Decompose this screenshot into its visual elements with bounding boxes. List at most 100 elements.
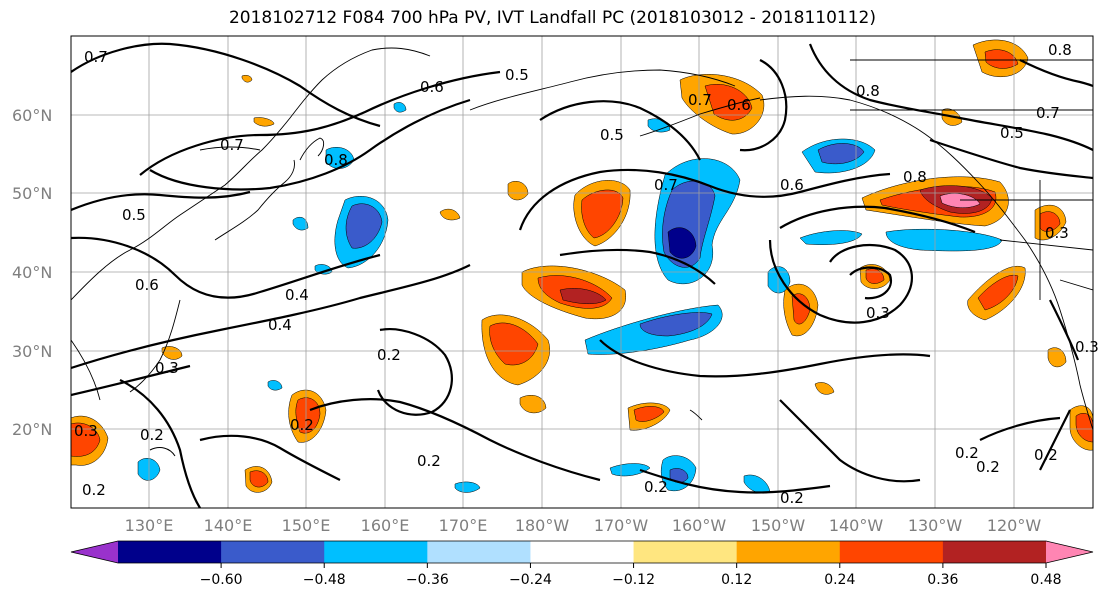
contour-label: 0.2 [976,458,1000,476]
contour-lines [71,42,1093,508]
shade-blob [984,49,1019,69]
lon-label: 150°W [751,516,806,535]
shade-blob [439,208,461,221]
shade-blob [767,266,791,294]
colorbar-segment [427,541,531,563]
shade-blob [977,274,1019,311]
shade-blob [249,470,269,488]
contour-label: 0.5 [505,66,529,84]
shade-blob [1047,347,1067,368]
contour-label: 0.2 [417,452,441,470]
contour-label: 0.2 [377,346,401,364]
shade-blob [454,481,481,493]
colorbar-segment [118,541,222,563]
shade-blob [241,74,253,83]
colorbar-extend-max [1046,541,1093,563]
contour-label: 0.2 [82,481,106,499]
colorbar-tick-label: −0.12 [612,572,655,588]
colorbar-segment [736,541,841,563]
shade-blob [71,422,101,457]
contour-label: 0.2 [1034,446,1058,464]
lon-label: 170°W [594,516,649,535]
contour-label: 0.2 [780,489,804,507]
shade-blob [507,181,529,201]
colorbar-segment [530,541,635,563]
contour-label: 0.5 [600,126,624,144]
contour-label: 0.2 [955,444,979,462]
contour-label: 0.3 [866,304,890,322]
contour-label: 0.8 [324,151,348,169]
contour-label: 0.5 [122,206,146,224]
colorbar-tick-label: 0.48 [1030,572,1061,588]
lon-label: 160°E [361,516,410,535]
colorbar-tick-label: −0.24 [509,572,552,588]
colorbar-segment [221,541,325,563]
lon-labels: 130°E 140°E 150°E 160°E 170°E 180°W 170°… [125,516,1042,535]
contour-label: 0.2 [644,478,668,496]
shade-blob [519,395,547,414]
thin-contours [149,146,261,457]
shade-blob [814,382,835,395]
lon-label: 170°E [439,516,488,535]
contour-label: 0.2 [140,426,164,444]
colorbar-tick-label: −0.36 [406,572,449,588]
lon-label: 180°W [515,516,570,535]
shade-blob [292,217,309,231]
contour-label: 0.3 [1075,338,1099,356]
contour-label: 0.3 [74,422,98,440]
lon-label: 140°E [204,516,253,535]
lon-label: 160°W [672,516,727,535]
lon-label: 150°E [282,516,331,535]
contour-label: 0.8 [856,82,880,100]
lon-label: 140°W [829,516,884,535]
colorbar-tick-label: 0.24 [824,572,855,588]
colorbar-segment [324,541,428,563]
shade-blob [885,228,1003,252]
shade-blob [345,203,383,249]
shade-blob [1075,413,1093,443]
colorbar: −0.60 −0.48 −0.36 −0.24 −0.12 0.12 0.24 0.36 0.4… [70,540,1094,588]
lon-label: 130°E [125,516,174,535]
lat-label-50n: 50°N [12,184,52,203]
lat-label-40n: 40°N [12,263,52,282]
contour-label: 0.7 [654,176,678,194]
contour-label-layer: 0.7 0.7 0.8 0.5 0.5 0.6 0.4 0.4 0.3 0.2 … [74,41,1099,507]
contour-label: 0.3 [155,359,179,377]
shade-blob [939,193,981,208]
contour-label: 0.7 [688,91,712,109]
shade-blob [704,84,753,121]
lat-label-30n: 30°N [12,342,52,361]
contour-label: 0.6 [780,176,804,194]
shade-blob [667,227,697,259]
colorbar-tick-label: 0.12 [721,572,752,588]
contour-label: 0.8 [1048,41,1072,59]
shade-blob [609,463,651,477]
contour-label: 0.4 [268,316,292,334]
graticule [71,36,1093,508]
colorbar-segment [633,541,738,563]
shade-blob [639,312,713,337]
map-title: 2018102712 F084 700 hPa PV, IVT Landfall… [228,8,876,28]
shade-blob [253,117,275,127]
shade-blob [393,102,407,113]
colorbar-outline [70,540,1094,564]
lon-label: 130°W [908,516,963,535]
shade-blob [799,230,863,245]
colorbar-tick-label: 0.36 [927,572,958,588]
shade-blob [489,322,539,366]
shade-blob [559,288,607,304]
lon-label: 120°W [987,516,1042,535]
shade-blob [161,346,183,360]
shade-blob [267,380,283,391]
contour-label: 0.6 [135,276,159,294]
contour-label: 0.6 [727,96,751,114]
colorbar-tick-label: −0.48 [303,572,346,588]
colorbar-extend-min [71,541,118,563]
shade-blob [817,143,865,165]
contour-label: 0.3 [1045,224,1069,242]
contour-label: 0.5 [1000,124,1024,142]
contour-label: 0.8 [903,168,927,186]
contour-label: 0.6 [420,78,444,96]
lat-labels: 60°N 50°N 40°N 30°N 20°N [12,106,52,439]
